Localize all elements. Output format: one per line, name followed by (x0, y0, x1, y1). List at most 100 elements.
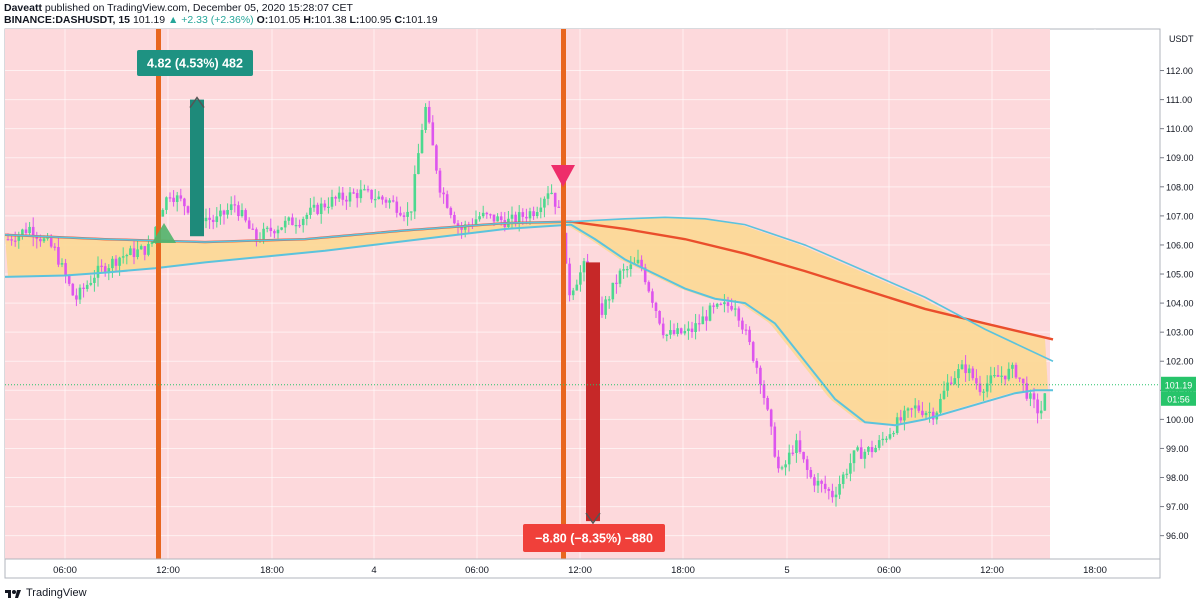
bull-candle (129, 245, 132, 256)
bull-candle (723, 294, 726, 313)
bear-candle (53, 243, 57, 251)
bull-candle (118, 256, 121, 276)
bear-candle (255, 227, 258, 247)
bull-candle (510, 206, 514, 229)
price-tick-label: 106.00 (1166, 240, 1194, 250)
bull-candle (165, 196, 168, 215)
bull-candle (903, 405, 906, 431)
bull-candle (111, 256, 114, 278)
bull-candle (795, 433, 798, 463)
bear-candle (719, 302, 723, 306)
publish-info: published on TradingView.com, December 0… (44, 2, 353, 14)
signal-lines (152, 29, 601, 559)
bull-candle (420, 123, 424, 154)
countdown-box (1161, 391, 1196, 406)
bull-candle (276, 225, 280, 239)
bear-candle (654, 301, 658, 318)
last-price-label: 101.19 (1165, 380, 1193, 390)
bear-candle (247, 217, 251, 229)
bear-candle (777, 450, 780, 473)
price-tick-label: 102.00 (1166, 357, 1194, 367)
bull-candle (715, 302, 719, 309)
bull-candle (625, 266, 629, 278)
low-value: 100.95 (359, 14, 392, 26)
bear-candle (557, 200, 561, 208)
price-tick-label: 105.00 (1166, 270, 1194, 280)
ema-cloud (5, 217, 1048, 425)
bull-candle (622, 263, 625, 279)
time-tick-label: 4 (371, 565, 376, 576)
short-arrow-head-icon (585, 512, 601, 525)
bear-candle (827, 487, 831, 500)
bull-candle (96, 256, 100, 287)
author-name[interactable]: Daveatt (4, 2, 42, 14)
price-tick-label: 111.00 (1166, 95, 1192, 105)
bull-candle (967, 364, 971, 382)
bull-candle (478, 211, 481, 222)
bear-candle (233, 195, 237, 213)
bear-candle (705, 309, 708, 331)
bear-candle (244, 208, 247, 223)
bull-candle (136, 240, 139, 260)
bull-candle (575, 279, 579, 291)
bear-candle (615, 274, 618, 294)
bull-candle (953, 371, 957, 386)
price-axis[interactable]: USDT96.0097.0098.0099.00100.00101.00102.… (1159, 29, 1194, 578)
time-tick-label: 18:00 (260, 565, 284, 576)
bear-candle (453, 211, 456, 225)
bear-candle (35, 231, 39, 249)
bear-candle (291, 213, 294, 226)
bear-candle (456, 220, 460, 236)
bull-candle (305, 212, 309, 226)
bull-candle (21, 228, 24, 240)
change-value: ▲ +2.33 (+2.36%) (167, 14, 254, 26)
bear-candle (755, 358, 759, 374)
bull-candle (618, 268, 622, 288)
bull-candle (546, 185, 550, 206)
bull-candle (892, 430, 895, 437)
bear-candle (485, 211, 489, 219)
high-value: 101.38 (314, 14, 347, 26)
bull-candle (571, 287, 575, 301)
bear-candle (809, 466, 813, 479)
bear-candle (31, 217, 35, 247)
bear-candle (75, 288, 78, 307)
bear-candle (395, 196, 399, 218)
bear-candle (103, 262, 107, 277)
bear-candle (712, 302, 715, 314)
bull-candle (424, 103, 427, 134)
bear-candle (949, 376, 953, 386)
bull-candle (928, 402, 931, 423)
short-signal-line (561, 29, 566, 559)
bull-candle (1039, 400, 1043, 420)
bear-candle (899, 409, 903, 424)
bull-candle (359, 180, 363, 203)
bull-candle (939, 393, 942, 415)
bull-candle (535, 206, 539, 219)
bear-candle (823, 475, 827, 494)
price-tick-label: 98.00 (1166, 473, 1189, 483)
bear-candle (762, 380, 766, 405)
bull-candle (676, 322, 679, 337)
short-trade-label-box (523, 524, 665, 552)
bear-candle (1014, 362, 1018, 380)
bull-candle (582, 258, 586, 282)
bull-candle (579, 265, 582, 292)
bull-candle (348, 186, 352, 207)
time-axis[interactable]: 06:00 12:00 18:00 4 06:00 12:00 18:00 5 06:00 12:… (5, 558, 1160, 576)
bull-candle (784, 460, 787, 476)
bull-candle (906, 407, 910, 418)
bear-candle (971, 366, 975, 381)
bull-candle (683, 324, 687, 336)
bear-candle (143, 245, 147, 261)
bear-candle (352, 188, 355, 194)
bear-candle (726, 296, 730, 313)
bull-candle (701, 306, 705, 325)
bear-candle (532, 206, 535, 220)
bull-candle (301, 216, 305, 233)
footer-brand[interactable]: TradingView (26, 587, 87, 599)
bull-candle (481, 205, 485, 219)
long-arrow-head-icon (189, 96, 205, 109)
bear-candle (859, 439, 863, 460)
